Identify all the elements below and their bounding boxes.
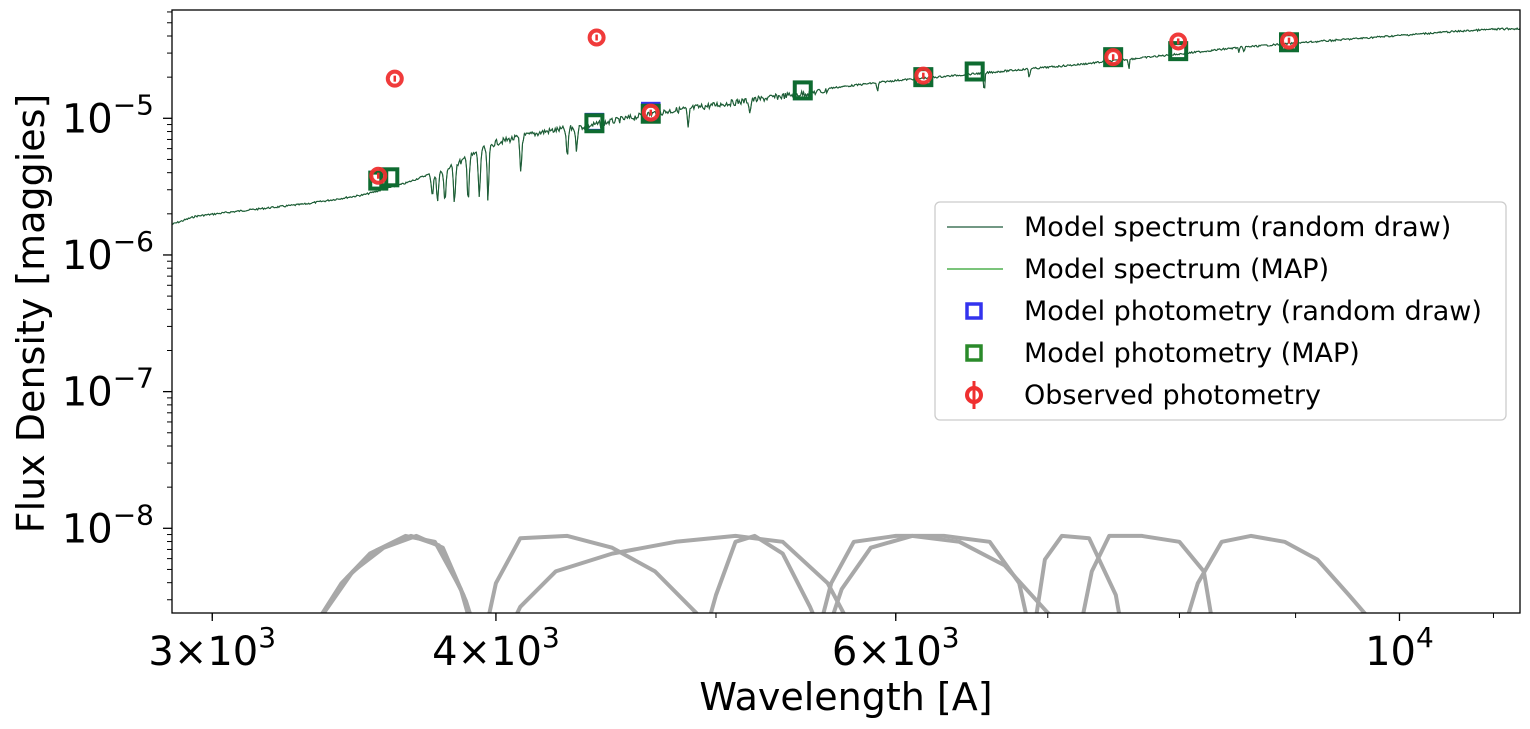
legend-box — [934, 201, 1507, 421]
spectrum-map-line — [172, 27, 1520, 225]
model-photometry-map-point-2 — [379, 167, 400, 188]
x-tick-label-3: 6×103 — [832, 621, 960, 675]
legend-label-5: Observed photometry — [1024, 380, 1321, 411]
legend-item-2: Model spectrum (MAP) — [947, 254, 1329, 285]
observed-photometry-point-6 — [1104, 48, 1123, 67]
observed-photometry-point-8 — [1279, 31, 1298, 50]
photometry-points — [368, 28, 1299, 191]
observed-photometry-point-2 — [385, 69, 404, 88]
x-tick-label-4: 104 — [1365, 621, 1434, 675]
observed-photometry-point-3 — [587, 28, 606, 47]
plot-frame — [171, 9, 1521, 614]
observed-photometry-point-5 — [914, 66, 933, 85]
spectrum-random-line — [172, 27, 1520, 225]
legend-label-2: Model spectrum (MAP) — [1024, 254, 1329, 285]
filter-curve-8 — [831, 533, 1052, 613]
model-photometry-random-point-6 — [964, 61, 985, 82]
x-axis-ticks: 3×103 4×103 6×103 104 — [148, 613, 1494, 675]
y-tick-label-2: 10−7 — [62, 362, 154, 416]
legend-item-4: Model photometry (MAP) — [965, 338, 1360, 369]
model-spectrum — [172, 27, 1520, 225]
legend-label-1: Model spectrum (random draw) — [1024, 212, 1451, 243]
legend-square-marker — [965, 302, 983, 320]
filter-transmission-curves — [320, 533, 1368, 613]
y-axis-ticks: 10−8 10−7 10−6 10−5 — [62, 11, 172, 601]
filter-curve-3 — [321, 533, 472, 613]
legend-item-5: Observed photometry — [965, 380, 1321, 411]
filter-curve-9 — [1034, 533, 1122, 613]
legend: Model spectrum (random draw) Model spectr… — [934, 201, 1507, 421]
legend-item-1: Model spectrum (random draw) — [947, 212, 1451, 243]
y-axis-title: Flux Density [maggies] — [9, 94, 53, 534]
filter-curve-11 — [1186, 533, 1368, 613]
legend-label-4: Model photometry (MAP) — [1024, 338, 1360, 369]
observed-photometry-point-4 — [641, 103, 660, 122]
filter-curve-6 — [708, 533, 815, 613]
legend-label-3: Model photometry (random draw) — [1024, 296, 1482, 327]
x-tick-label-1: 3×103 — [148, 621, 276, 675]
legend-item-3: Model photometry (random draw) — [965, 296, 1482, 327]
y-tick-label-1: 10−8 — [62, 498, 154, 552]
model-photometry-map-point-7 — [964, 61, 985, 82]
filter-curve-4 — [487, 533, 699, 613]
model-photometry-map-point-5 — [792, 80, 813, 101]
model-photometry-map-point-1 — [368, 170, 389, 191]
observed-photometry-point-7 — [1169, 32, 1188, 51]
model-photometry-map-point-3 — [584, 113, 605, 134]
x-tick-label-2: 4×103 — [432, 621, 560, 675]
y-tick-label-4: 10−5 — [62, 88, 154, 142]
observed-photometry-point-1 — [369, 166, 388, 185]
filter-curve-5 — [515, 533, 846, 613]
y-tick-label-3: 10−6 — [62, 225, 154, 279]
legend-square-marker — [965, 344, 983, 362]
x-axis-title: Wavelength [A] — [699, 675, 992, 719]
